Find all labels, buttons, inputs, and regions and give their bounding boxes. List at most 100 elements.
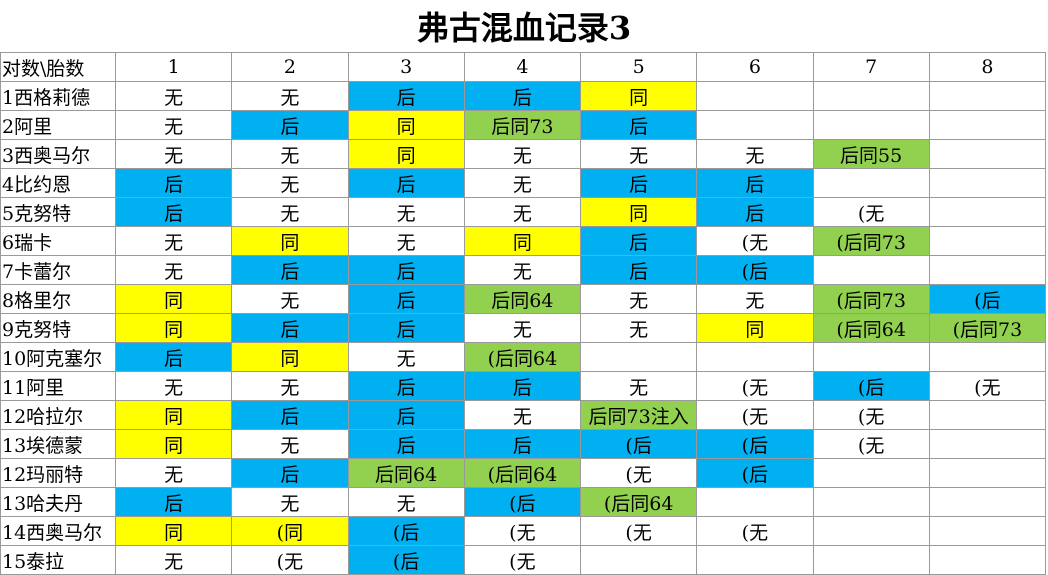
- cell: (无: [696, 400, 814, 430]
- cell: [812, 255, 930, 285]
- cell: 无: [231, 197, 349, 227]
- cell: 无: [463, 255, 582, 285]
- cell: 同: [231, 226, 349, 256]
- cell: 后: [579, 255, 698, 285]
- cell: 无: [114, 81, 233, 111]
- cell: [928, 342, 1047, 372]
- cell: (后同73: [812, 284, 930, 314]
- cell: [928, 110, 1047, 140]
- table-row: 1西格莉德无无后后同: [0, 81, 1047, 111]
- cell: (后同73: [928, 313, 1047, 343]
- cell: 后: [463, 81, 582, 111]
- cell: 后: [463, 371, 582, 401]
- cell: (后: [696, 255, 814, 285]
- cell: 后同64: [347, 458, 465, 488]
- table-row: 4比约恩后无后无后后: [0, 168, 1047, 198]
- cell: (无: [463, 545, 582, 575]
- cell: 后: [347, 371, 465, 401]
- cell: (无: [579, 458, 698, 488]
- cell: 同: [347, 139, 465, 169]
- cell: (后同64: [579, 487, 698, 517]
- cell: 1: [114, 52, 233, 82]
- cell: 后: [463, 429, 582, 459]
- cell: (无: [696, 516, 814, 546]
- cell: 后: [347, 429, 465, 459]
- cell: 无: [231, 284, 349, 314]
- cell: 同: [114, 516, 233, 546]
- cell: 8: [928, 52, 1047, 82]
- cell: (无: [812, 400, 930, 430]
- row-label: 14西奥马尔: [0, 516, 116, 546]
- table-row: 12哈拉尔同后后无后同73注入 (无 (无: [0, 400, 1047, 430]
- cell: 后: [231, 400, 349, 430]
- cell: [812, 516, 930, 546]
- cell: (无: [812, 197, 930, 227]
- cell: 后: [347, 400, 465, 430]
- cell: (后: [928, 284, 1047, 314]
- table-row: 11阿里无无后后无 (无 (后 (无: [0, 371, 1047, 401]
- row-label: 4比约恩: [0, 168, 116, 198]
- cell: [812, 168, 930, 198]
- row-label: 9克努特: [0, 313, 116, 343]
- row-label: 3西奥马尔: [0, 139, 116, 169]
- cell: 同: [347, 110, 465, 140]
- cell: (无: [696, 226, 814, 256]
- cell: 无: [463, 313, 582, 343]
- cell: 后: [347, 255, 465, 285]
- cell: 无: [114, 545, 233, 575]
- record-table: 对数\胎数 1 2 3 4 5 6 7 8 1西格莉德无无后后同 2阿里无后同后同73 后 3西奥马尔无…: [0, 52, 1047, 575]
- cell: (后: [696, 458, 814, 488]
- cell: 同: [579, 81, 698, 111]
- cell: 后同73: [463, 110, 582, 140]
- cell: 后同55: [812, 139, 930, 169]
- title: 弗古混血记录3: [416, 9, 632, 47]
- cell: (无: [463, 516, 582, 546]
- cell: 后: [114, 197, 233, 227]
- cell: [812, 545, 930, 575]
- table-row: 9克努特同后后无无同 (后同64 (后同73: [0, 313, 1047, 343]
- row-label: 对数\胎数: [0, 52, 116, 82]
- table-row: 10阿克塞尔后同无 (后同64: [0, 342, 1047, 372]
- cell: (无: [696, 371, 814, 401]
- cell: 6: [696, 52, 814, 82]
- cell: 无: [696, 139, 814, 169]
- cell: 同: [114, 284, 233, 314]
- cell: 无: [231, 429, 349, 459]
- cell: 2: [231, 52, 349, 82]
- cell: 后: [579, 110, 698, 140]
- cell: 后: [231, 255, 349, 285]
- row-label: 6瑞卡: [0, 226, 116, 256]
- table-row: 12玛丽特无后后同64 (后同64 (无 (后: [0, 458, 1047, 488]
- cell: 4: [463, 52, 582, 82]
- table-row: 14西奥马尔同 (同 (后 (无 (无 (无: [0, 516, 1047, 546]
- cell: 无: [579, 284, 698, 314]
- cell: [696, 342, 814, 372]
- cell: 无: [347, 342, 465, 372]
- cell: (后: [463, 487, 582, 517]
- cell: 无: [114, 139, 233, 169]
- cell: 3: [347, 52, 465, 82]
- cell: [812, 458, 930, 488]
- cell: 同: [463, 226, 582, 256]
- cell: (无: [231, 545, 349, 575]
- cell: 后: [347, 284, 465, 314]
- cell: (后同73: [812, 226, 930, 256]
- cell: 后: [231, 458, 349, 488]
- cell: 无: [463, 400, 582, 430]
- cell: [812, 81, 930, 111]
- cell: 同: [114, 313, 233, 343]
- cell: 无: [463, 197, 582, 227]
- cell: (后: [347, 545, 465, 575]
- header-row: 对数\胎数 1 2 3 4 5 6 7 8: [0, 52, 1047, 82]
- cell: 无: [347, 487, 465, 517]
- table-row: 6瑞卡无同无同后 (无 (后同73: [0, 226, 1047, 256]
- cell: 5: [579, 52, 698, 82]
- row-label: 13哈夫丹: [0, 487, 116, 517]
- cell: [928, 197, 1047, 227]
- table-row: 5克努特后无无无同后 (无: [0, 197, 1047, 227]
- cell: [579, 545, 698, 575]
- cell: (后: [696, 429, 814, 459]
- table-row: 7卡蕾尔无后后无后 (后: [0, 255, 1047, 285]
- cell: (后同64: [463, 458, 582, 488]
- cell: 同: [231, 342, 349, 372]
